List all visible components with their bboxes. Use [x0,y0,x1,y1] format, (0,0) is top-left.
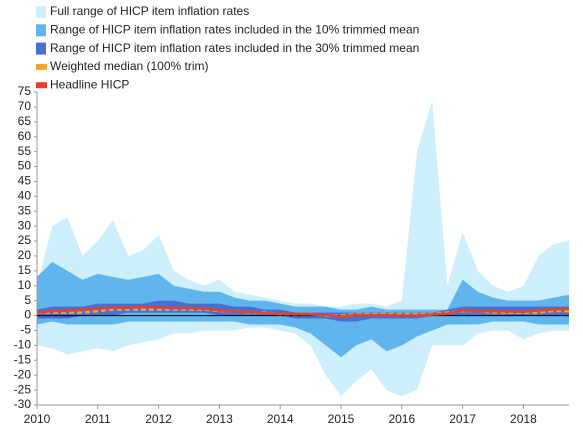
legend-swatch [36,42,46,55]
y-tick-label: 10 [18,278,32,292]
series-line [36,305,570,319]
y-tick-label: 65 [18,114,32,128]
y-tick-label: -30 [14,397,32,411]
y-tick-label: 75 [18,84,32,98]
y-tick-label: 45 [18,174,32,188]
x-tick-label: 2013 [206,412,233,426]
legend-swatch [36,24,46,37]
y-tick-label: -15 [14,352,32,366]
legend-label: Weighted median (100% trim) [50,59,209,73]
y-tick-label: 70 [18,99,32,113]
band-area [37,261,569,358]
legend-swatch [36,6,46,18]
x-tick-label: 2011 [85,412,111,426]
band-area [37,300,569,322]
y-tick-label: 55 [18,144,32,158]
y-tick-label: 60 [18,129,32,143]
x-tick-label: 2015 [328,412,355,426]
x-tick-label: 2018 [510,412,537,426]
y-tick-label: 20 [18,248,32,262]
x-tick-label: 2010 [24,412,51,426]
legend-label: Range of HICP item inflation rates inclu… [50,41,419,55]
y-tick-label: 5 [24,293,31,307]
y-tick-label: -25 [14,382,32,396]
y-tick-label: 15 [18,263,32,277]
y-tick-label: 35 [18,203,32,217]
legend-label: Range of HICP item inflation rates inclu… [50,22,419,36]
y-tick-label: -5 [20,323,31,337]
legend-swatch [36,63,47,70]
band-area [37,100,569,397]
y-tick-label: 30 [18,218,32,232]
legend-label: Full range of HICP item inflation rates [50,4,249,18]
x-tick-label: 2012 [145,412,172,426]
x-tick-label: 2014 [267,412,294,426]
x-tick-label: 2017 [449,412,476,426]
y-tick-label: 50 [18,159,32,173]
y-tick-label: -20 [14,367,32,381]
y-tick-label: -10 [14,338,32,352]
y-tick-label: 25 [18,233,32,247]
y-tick-label: 0 [24,308,31,322]
y-tick-label: 40 [18,189,32,203]
legend-swatch [36,82,47,89]
legend-label: Headline HICP [50,77,129,91]
x-tick-label: 2016 [388,412,415,426]
